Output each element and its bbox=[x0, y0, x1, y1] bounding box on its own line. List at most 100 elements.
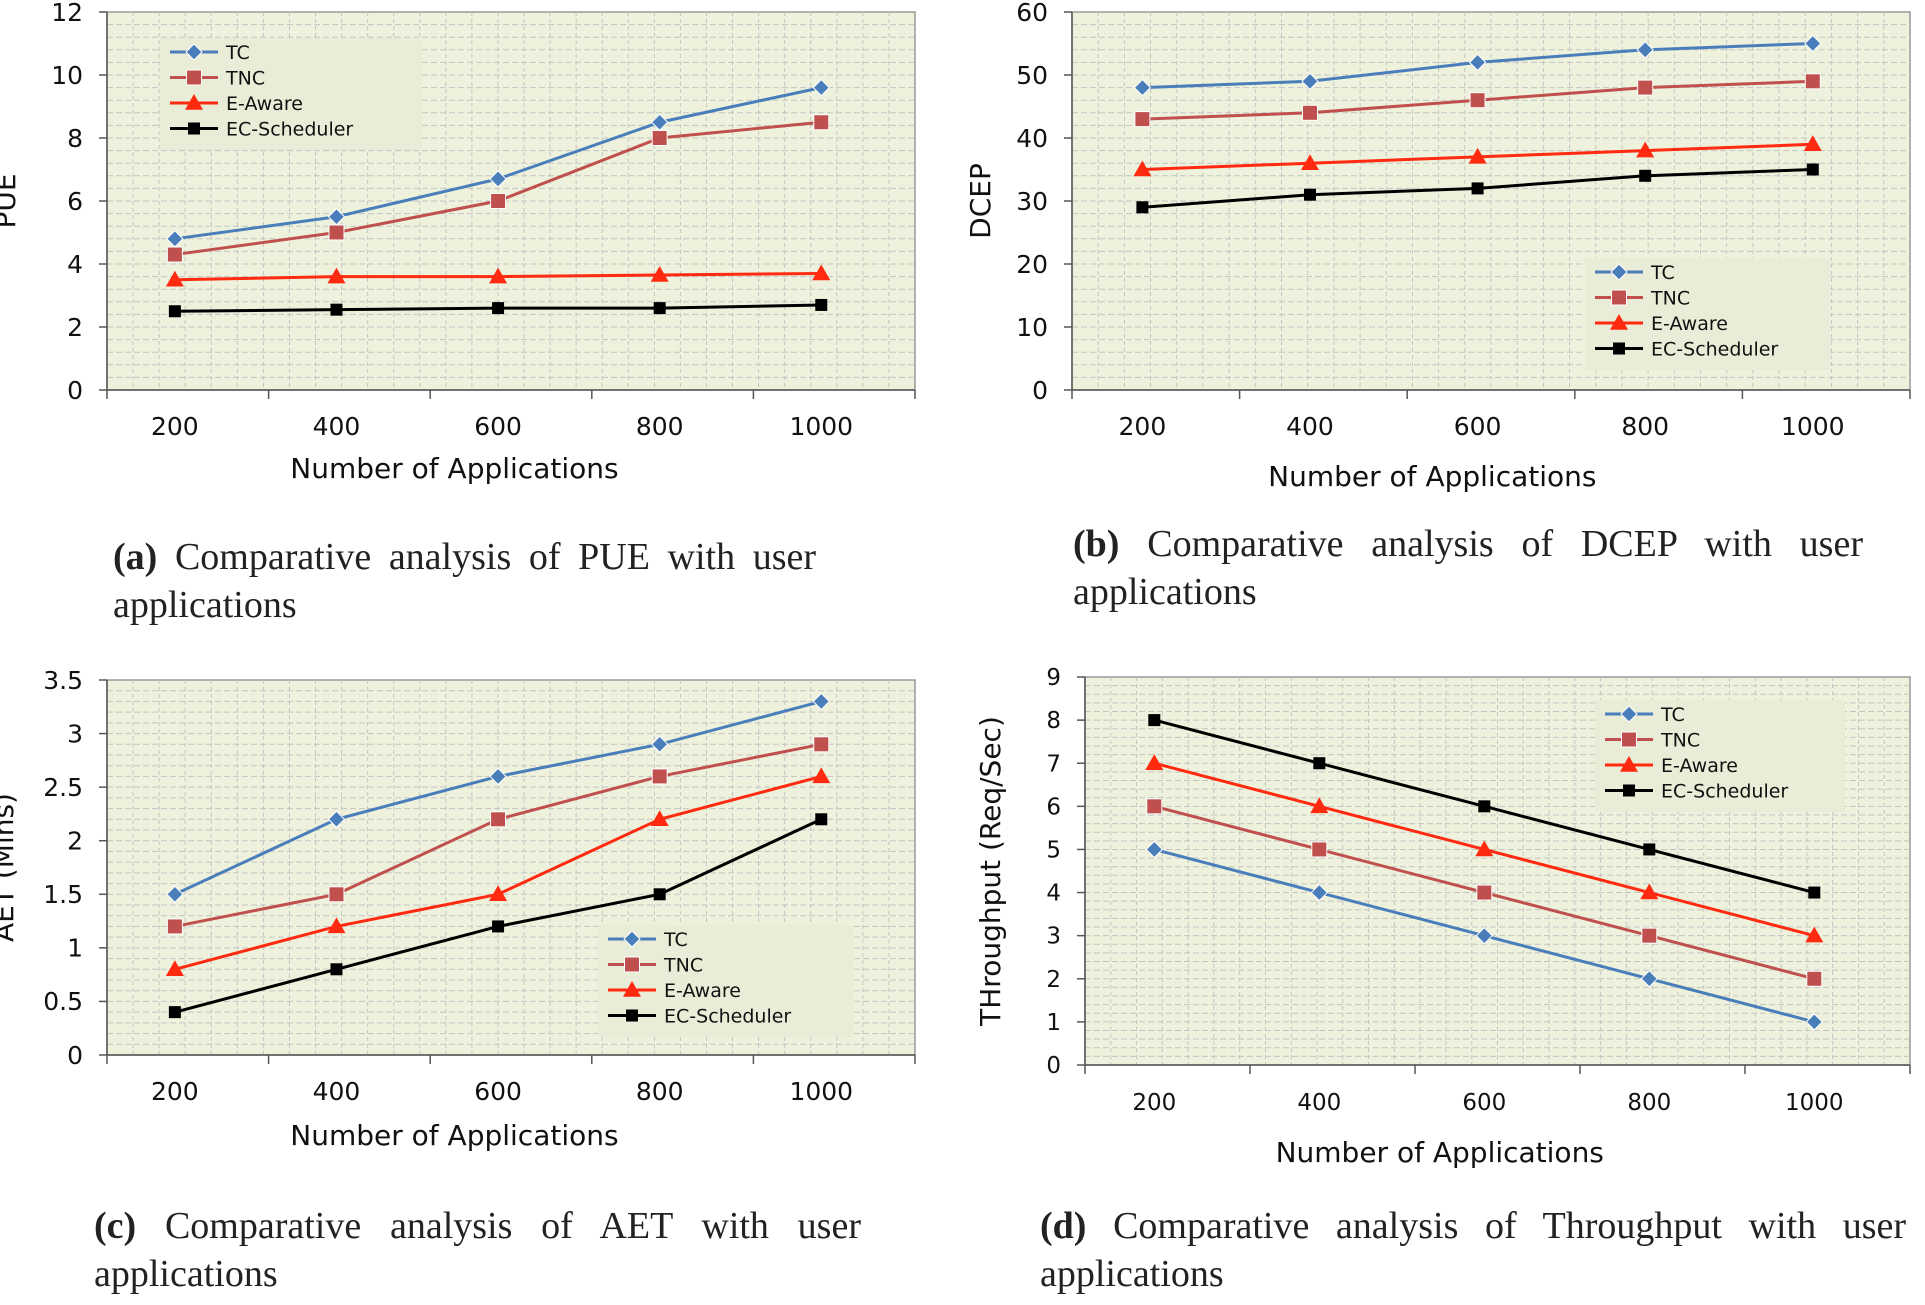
chart-panel-d: 0 1 2 3 4 5 6 7 8 9 200 400 600 800 1000 Number of Appl… bbox=[960, 665, 1925, 1190]
chart-d-y-tick-label: 7 bbox=[1046, 751, 1061, 777]
chart-b-legend-label-e-aware: E-Aware bbox=[1651, 313, 1728, 335]
chart-d-y-tick-label: 1 bbox=[1046, 1010, 1061, 1036]
chart-a-x-tick-label: 1000 bbox=[789, 412, 853, 441]
chart-c-series-ec-scheduler bbox=[168, 813, 828, 1019]
chart-a-y-axis-title: PUE bbox=[0, 173, 22, 228]
chart-a-legend: TC TNC E-Aware EC-Scheduler bbox=[160, 38, 422, 150]
chart-a-y-tick-label: 10 bbox=[51, 61, 83, 90]
chart-b-x-tick-label: 1000 bbox=[1781, 412, 1845, 441]
chart-b-series-tc bbox=[1133, 34, 1822, 97]
chart-a-x-tick-label: 200 bbox=[151, 412, 199, 441]
chart-b-x-tick-label: 800 bbox=[1621, 412, 1669, 441]
chart-b-svg: 0 10 20 30 40 50 60 200 400 600 800 1000 Number of A… bbox=[964, 0, 1911, 493]
chart-d-point-ec-scheduler bbox=[1313, 757, 1326, 770]
chart-a-caption-text: Comparative analysis of PUE with user ap… bbox=[113, 536, 817, 626]
chart-d-x-axis-title: Number of Applications bbox=[1276, 1136, 1604, 1169]
chart-d-point-tnc bbox=[1311, 841, 1328, 858]
chart-b-y-tick-label: 20 bbox=[1016, 250, 1048, 279]
chart-d-point-tnc bbox=[1476, 884, 1493, 901]
chart-d-legend-marker-tnc bbox=[1621, 731, 1637, 748]
chart-c-point-e-aware bbox=[650, 810, 669, 827]
chart-a-legend-marker-tnc bbox=[186, 69, 202, 86]
chart-b-y-tick-label: 10 bbox=[1016, 313, 1048, 342]
chart-b-legend-label-ec-scheduler: EC-Scheduler bbox=[1651, 339, 1778, 361]
chart-c-x-axis-title: Number of Applications bbox=[290, 1119, 618, 1152]
chart-d-y-tick-label: 4 bbox=[1046, 881, 1061, 907]
chart-c-point-e-aware bbox=[327, 917, 346, 934]
chart-d-y-tick-label: 2 bbox=[1046, 967, 1061, 993]
chart-d-caption-tag: (d) bbox=[1040, 1205, 1087, 1247]
chart-d-caption-text: Comparative analysis of Throughput with … bbox=[1040, 1205, 1907, 1295]
chart-a-series-tnc bbox=[166, 114, 830, 263]
chart-a-x-tick-label: 800 bbox=[636, 412, 684, 441]
chart-a-point-tc bbox=[489, 170, 507, 188]
chart-c-point-ec-scheduler bbox=[492, 920, 505, 933]
chart-a-point-e-aware bbox=[489, 267, 508, 284]
chart-a-y-tick-label: 6 bbox=[67, 187, 83, 216]
chart-a-legend-label-tc: TC bbox=[225, 42, 250, 64]
chart-a-legend-marker-e-aware bbox=[185, 94, 203, 110]
chart-b-legend-marker-tnc bbox=[1611, 289, 1627, 306]
chart-c-caption: (c) Comparative analysis of AET with use… bbox=[94, 1202, 861, 1298]
chart-c-point-ec-scheduler bbox=[330, 963, 343, 976]
chart-a-caption: (a) Comparative analysis of PUE with use… bbox=[113, 533, 816, 629]
chart-d-point-tc bbox=[1310, 883, 1329, 902]
chart-a-point-e-aware bbox=[327, 267, 346, 284]
chart-d-point-tc bbox=[1805, 1013, 1824, 1031]
chart-b-y-tick-label: 60 bbox=[1016, 0, 1048, 27]
chart-d-point-e-aware bbox=[1310, 797, 1329, 814]
chart-c-point-tc bbox=[489, 767, 507, 786]
chart-a-svg: 0 2 4 6 8 10 12 200 400 600 800 1000 Number of Appli… bbox=[0, 0, 916, 485]
chart-a-point-tnc bbox=[651, 130, 668, 146]
chart-c-caption-tag: (c) bbox=[94, 1205, 137, 1247]
chart-d-y-tick-label: 3 bbox=[1046, 924, 1061, 950]
chart-b-point-tc bbox=[1636, 41, 1654, 59]
chart-d-y-tick-label: 6 bbox=[1046, 794, 1061, 820]
chart-d-point-tc bbox=[1475, 926, 1494, 945]
chart-c-x-tick-label: 1000 bbox=[789, 1077, 853, 1106]
chart-c-point-tc bbox=[812, 692, 830, 711]
chart-c-point-tnc bbox=[490, 811, 507, 828]
chart-b-x-tick-label: 400 bbox=[1286, 412, 1334, 441]
chart-c-point-tnc bbox=[166, 918, 183, 935]
chart-a-point-e-aware bbox=[812, 264, 831, 281]
chart-a-point-e-aware bbox=[650, 266, 669, 282]
chart-b-point-e-aware bbox=[1300, 154, 1319, 170]
chart-c-y-tick-label: 1 bbox=[67, 934, 83, 963]
chart-c-svg: 0 0.5 1 1.5 2 2.5 3 3.5 200 400 600 800 1000 Number o… bbox=[0, 666, 916, 1152]
chart-d-legend: TC TNC E-Aware EC-Scheduler bbox=[1595, 700, 1845, 812]
chart-d-legend-marker-tc bbox=[1620, 705, 1638, 723]
chart-b-x-tick-label: 200 bbox=[1119, 412, 1167, 441]
chart-d-point-e-aware bbox=[1805, 926, 1824, 943]
chart-c-point-tnc bbox=[813, 736, 830, 753]
chart-a-x-axis-title: Number of Applications bbox=[290, 452, 618, 485]
chart-a-legend-marker-tc bbox=[185, 43, 203, 61]
chart-a-legend-label-tnc: TNC bbox=[225, 68, 265, 90]
chart-d-point-tnc bbox=[1641, 927, 1658, 944]
chart-c-point-ec-scheduler bbox=[653, 888, 666, 901]
chart-d-point-tc bbox=[1640, 970, 1659, 988]
chart-b-y-tick-label: 40 bbox=[1016, 124, 1048, 153]
chart-a-point-tnc bbox=[813, 114, 830, 131]
chart-b-point-e-aware bbox=[1636, 141, 1655, 158]
chart-d-x-tick-label: 1000 bbox=[1785, 1090, 1844, 1116]
chart-b-point-tc bbox=[1301, 72, 1319, 91]
chart-a-point-tnc bbox=[166, 246, 183, 263]
chart-b-point-e-aware bbox=[1468, 147, 1487, 164]
chart-c-point-tc bbox=[327, 810, 346, 828]
chart-b-point-ec-scheduler bbox=[1639, 169, 1652, 182]
chart-d-point-ec-scheduler bbox=[1808, 886, 1821, 899]
chart-c-y-tick-label: 0.5 bbox=[43, 987, 83, 1016]
chart-c-series-e-aware bbox=[165, 767, 831, 977]
chart-b-y-axis-title: DCEP bbox=[964, 163, 997, 239]
chart-b-legend-label-tnc: TNC bbox=[1650, 288, 1690, 310]
chart-b-point-tnc bbox=[1134, 111, 1151, 128]
chart-d-y-tick-label: 0 bbox=[1046, 1053, 1061, 1079]
chart-d-x-tick-label: 800 bbox=[1627, 1090, 1671, 1116]
chart-c-x-tick-label: 200 bbox=[151, 1077, 199, 1106]
chart-b-point-e-aware bbox=[1803, 135, 1822, 152]
chart-c-point-tnc bbox=[328, 886, 345, 903]
chart-c-series-tnc bbox=[166, 736, 830, 935]
chart-d-y-axis-title: THroughput (Req/Sec) bbox=[974, 716, 1007, 1027]
chart-a-point-tnc bbox=[490, 193, 507, 209]
